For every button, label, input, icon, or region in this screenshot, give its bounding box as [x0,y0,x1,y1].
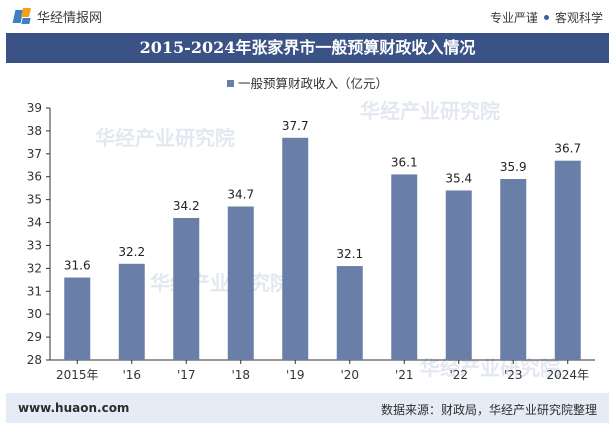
x-tick-label: '18 [231,368,250,382]
x-tick-label: 2015年 [56,368,99,382]
watermark-text: 华经产业研究院 [360,99,500,123]
x-tick-label-group: 2015年 '16 '17 '18 '19 '20 '21 '22 '23 2024年 [56,360,589,382]
bar [336,266,363,360]
bar [64,277,91,360]
footer-source: 数据来源：财政局，华经产业研究院整理 [380,403,597,417]
watermark-layer: 华经产业研究院 华经产业研究院 华经产业研究院 华经产业研究院 [95,99,560,380]
y-tick-label: 30 [27,307,42,321]
legend-label: 一般预算财政收入（亿元） [237,76,388,91]
data-label: 36.7 [554,142,581,156]
data-label: 37.7 [282,119,309,133]
top-bar: 华经情报网 专业严谨 客观科学 [0,0,615,32]
data-label: 35.9 [500,160,527,174]
bar [282,137,309,360]
brand-logo[interactable]: 华经情报网 [12,7,103,26]
watermark-text: 华经产业研究院 [150,271,290,295]
dot-separator-icon [543,15,549,20]
y-tick-label: 32 [27,261,42,275]
y-tick-label: 28 [27,353,42,367]
bar [554,160,581,360]
y-tick-group: 28 29 30 31 32 33 34 35 36 37 38 39 [27,101,50,367]
legend-swatch [226,80,234,87]
x-tick-label: '20 [340,368,359,382]
footer-website[interactable]: www.huaon.com [18,401,130,415]
y-tick-label: 33 [27,238,42,252]
y-tick-label: 39 [27,101,42,115]
chart-title: 2015-2024年张家界市一般预算财政收入情况 [6,33,609,63]
bar [118,263,145,360]
tagline-left: 专业严谨 [489,11,538,25]
data-label: 36.1 [391,155,418,169]
bar [500,179,527,360]
x-tick-label: '19 [286,368,305,382]
chart-legend: 一般预算财政收入（亿元） [0,73,615,92]
bar [445,190,472,360]
y-tick-label: 37 [27,147,42,161]
x-tick-label: '21 [395,368,414,382]
bar [391,174,418,360]
bar [173,217,200,360]
data-label: 34.2 [173,199,200,213]
brand-name: 华经情报网 [37,11,103,26]
data-label: 32.2 [118,245,145,259]
data-label: 32.1 [336,247,363,261]
value-label-group: 31.6 32.2 34.2 34.7 37.7 32.1 36.1 35.4 35.9 36.7 [64,119,581,273]
data-label: 31.6 [64,259,91,273]
footer: www.huaon.com 数据来源：财政局，华经产业研究院整理 [6,393,609,423]
x-tick-label: '17 [177,368,196,382]
data-label: 35.4 [445,171,472,185]
tagline-right: 客观科学 [554,11,603,25]
tagline: 专业严谨 客观科学 [490,9,603,26]
y-tick-label: 29 [27,330,42,344]
x-tick-label: 2024年 [546,368,589,382]
bar-group [64,137,581,360]
watermark-text: 华经产业研究院 [95,126,235,150]
x-tick-label: '22 [449,368,468,382]
y-tick-label: 38 [27,124,42,138]
x-tick-label: '16 [122,368,141,382]
y-tick-label: 34 [27,216,42,230]
y-tick-label: 36 [27,170,42,184]
bar [227,206,254,360]
y-tick-label: 35 [27,193,42,207]
x-tick-label: '23 [504,368,523,382]
y-tick-label: 31 [27,284,42,298]
data-label: 34.7 [227,188,254,202]
